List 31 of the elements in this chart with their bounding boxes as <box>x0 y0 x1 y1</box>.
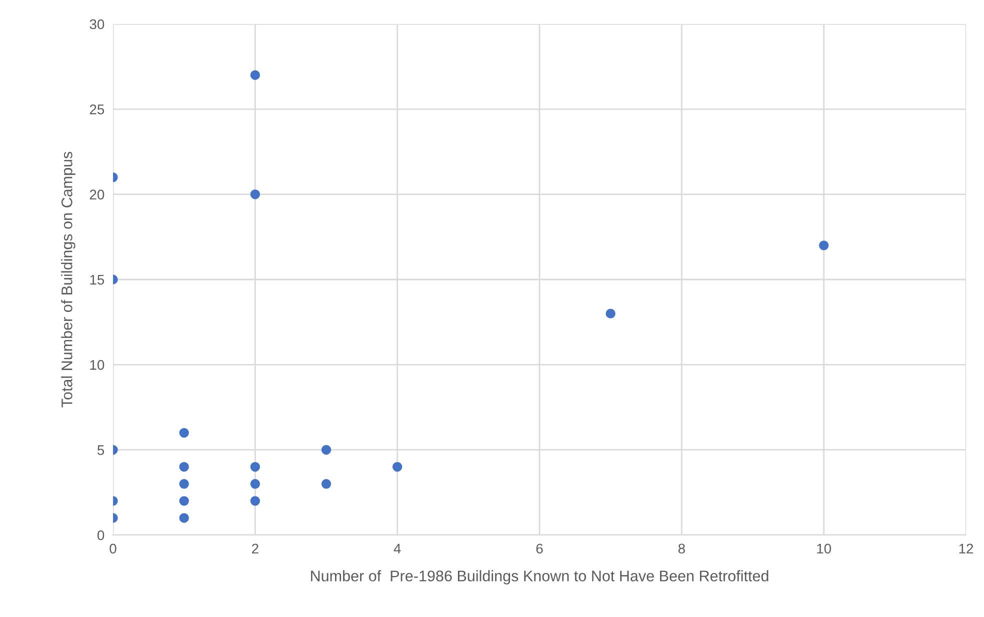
point <box>250 462 260 472</box>
x-tick-label: 12 <box>959 544 974 554</box>
y-tick-label: 15 <box>90 274 104 285</box>
point <box>179 428 189 438</box>
y-tick-label: 30 <box>90 19 104 30</box>
y-tick-label: 0 <box>97 530 104 540</box>
x-tick-label: 0 <box>110 544 116 554</box>
y-tick-label: 25 <box>90 104 104 114</box>
point <box>250 496 260 506</box>
x-tick-label: 10 <box>817 544 832 554</box>
y-tick-label: 10 <box>90 360 104 370</box>
point <box>250 479 260 489</box>
point <box>321 444 332 455</box>
point <box>179 462 189 472</box>
y-tick-label: 5 <box>98 445 104 456</box>
x-axis-title: Number of Pre-1986 Buildings Known to Not Have Been Retrofitted <box>311 570 768 584</box>
point <box>392 462 402 472</box>
point <box>818 240 829 250</box>
point <box>179 513 189 523</box>
point <box>606 308 616 318</box>
x-tick-label: 8 <box>678 544 685 554</box>
x-tick-label: 4 <box>394 544 401 554</box>
x-tick-label: 6 <box>536 544 543 554</box>
point <box>179 496 189 506</box>
point <box>179 479 189 489</box>
point <box>250 70 260 80</box>
point <box>321 479 332 489</box>
y-axis-title: Total Number of Buildings on Campus <box>61 152 76 408</box>
x-tick-label: 2 <box>252 544 258 554</box>
point <box>250 189 260 200</box>
y-tick-label: 20 <box>90 190 104 200</box>
